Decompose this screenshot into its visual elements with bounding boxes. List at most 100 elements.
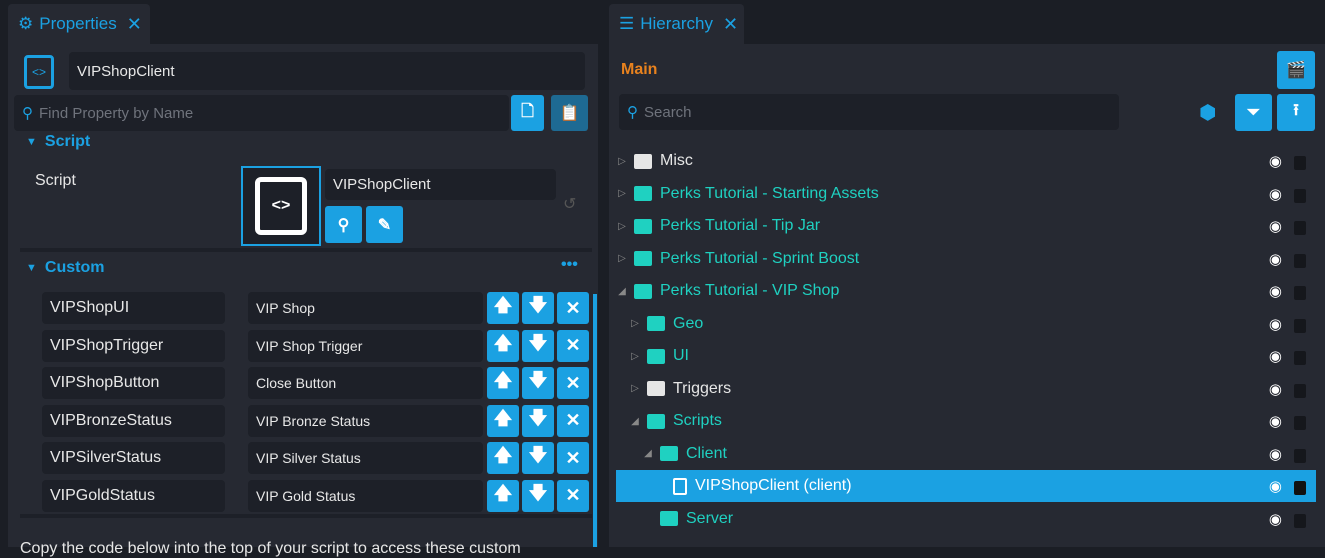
hierarchy-item[interactable]: ◢ Perks Tutorial - VIP Shop ◉ bbox=[616, 275, 1316, 307]
property-name[interactable]: VIPShopUI bbox=[42, 292, 225, 324]
lock-icon[interactable] bbox=[1294, 156, 1306, 170]
filter-button[interactable]: ⏷ bbox=[1235, 94, 1272, 131]
property-value[interactable]: VIP Shop bbox=[248, 292, 483, 324]
item-label: Geo bbox=[673, 314, 704, 332]
visibility-eye-icon[interactable]: ◉ bbox=[1268, 478, 1282, 495]
lock-icon[interactable] bbox=[1294, 448, 1306, 463]
expand-icon[interactable]: ▷ bbox=[618, 220, 626, 232]
move-up-button[interactable]: 🡅 bbox=[487, 292, 519, 324]
edit-script-button[interactable]: ✎ bbox=[366, 206, 403, 243]
copy-button[interactable]: 🗋 bbox=[511, 95, 544, 131]
collapse-icon[interactable]: ◢ bbox=[644, 448, 652, 459]
lock-icon[interactable] bbox=[1294, 253, 1306, 268]
expand-icon[interactable]: ▷ bbox=[631, 350, 639, 362]
lock-icon[interactable] bbox=[1294, 351, 1306, 365]
move-up-button[interactable]: 🡅 bbox=[487, 479, 519, 512]
reset-icon[interactable]: ↺ bbox=[563, 196, 577, 213]
visibility-eye-icon[interactable]: ◉ bbox=[1268, 315, 1282, 333]
move-down-button[interactable]: 🡇 bbox=[522, 442, 554, 474]
remove-button[interactable]: ✕ bbox=[557, 442, 589, 474]
hierarchy-item[interactable]: VIPShopClient (client) ◉ bbox=[616, 470, 1316, 502]
visibility-eye-icon[interactable]: ◉ bbox=[1268, 348, 1282, 365]
move-up-button[interactable]: 🡅 bbox=[487, 442, 519, 474]
remove-button[interactable]: ✕ bbox=[557, 404, 589, 437]
hierarchy-item[interactable]: ▷ UI ◉ bbox=[616, 340, 1316, 372]
lock-icon[interactable] bbox=[1294, 481, 1306, 495]
move-up-button[interactable]: 🡅 bbox=[487, 329, 519, 362]
remove-button[interactable]: ✕ bbox=[557, 367, 589, 399]
visibility-eye-icon[interactable]: ◉ bbox=[1268, 510, 1282, 528]
hierarchy-item[interactable]: ▷ Perks Tutorial - Sprint Boost ◉ bbox=[616, 243, 1316, 275]
remove-button[interactable]: ✕ bbox=[557, 292, 589, 324]
script-value[interactable]: VIPShopClient bbox=[325, 169, 556, 200]
property-name[interactable]: VIPSilverStatus bbox=[42, 442, 225, 474]
remove-button[interactable]: ✕ bbox=[557, 329, 589, 362]
section-custom[interactable]: ▼ Custom bbox=[26, 259, 104, 277]
visibility-eye-icon[interactable]: ◉ bbox=[1268, 445, 1282, 463]
section-script[interactable]: ▼ Script bbox=[26, 133, 90, 151]
lock-icon[interactable] bbox=[1294, 383, 1306, 398]
property-value[interactable]: VIP Shop Trigger bbox=[248, 329, 483, 362]
property-name[interactable]: VIPBronzeStatus bbox=[42, 404, 225, 437]
lock-icon[interactable] bbox=[1294, 318, 1306, 333]
object-name-input[interactable]: VIPShopClient bbox=[69, 52, 585, 90]
hierarchy-item[interactable]: ▷ Triggers ◉ bbox=[616, 373, 1316, 405]
visibility-eye-icon[interactable]: ◉ bbox=[1268, 380, 1282, 398]
property-value[interactable]: VIP Gold Status bbox=[248, 479, 483, 512]
collapse-icon[interactable]: ◢ bbox=[618, 285, 626, 297]
collapse-icon[interactable]: ◢ bbox=[631, 415, 639, 427]
properties-panel: <> VIPShopClient ⚲ Find Property by Name … bbox=[8, 44, 598, 557]
hierarchy-item[interactable]: ◢ Client ◉ bbox=[616, 438, 1316, 470]
property-name[interactable]: VIPGoldStatus bbox=[42, 479, 225, 512]
lock-icon[interactable] bbox=[1294, 416, 1306, 430]
property-search[interactable]: ⚲ Find Property by Name bbox=[14, 95, 509, 131]
visibility-eye-icon[interactable]: ◉ bbox=[1268, 283, 1282, 300]
property-value[interactable]: VIP Silver Status bbox=[248, 442, 483, 474]
script-thumbnail[interactable]: <> bbox=[241, 166, 321, 246]
expand-icon[interactable]: ▷ bbox=[618, 188, 626, 199]
expand-icon[interactable]: ▷ bbox=[618, 155, 626, 167]
hierarchy-item[interactable]: ▷ Geo ◉ bbox=[616, 308, 1316, 340]
property-value[interactable]: Close Button bbox=[248, 367, 483, 399]
lock-icon[interactable] bbox=[1294, 513, 1306, 528]
property-name[interactable]: VIPShopTrigger bbox=[42, 329, 225, 362]
remove-button[interactable]: ✕ bbox=[557, 479, 589, 512]
visibility-eye-icon[interactable]: ◉ bbox=[1268, 185, 1282, 203]
object-filter-icon[interactable]: ⬢ bbox=[1199, 102, 1217, 124]
move-down-button[interactable]: 🡇 bbox=[522, 292, 554, 324]
tab-properties[interactable]: ⚙ Properties ✕ bbox=[8, 4, 150, 44]
tab-hierarchy[interactable]: ☰ Hierarchy ✕ bbox=[609, 4, 744, 44]
visibility-eye-icon[interactable]: ◉ bbox=[1268, 413, 1282, 430]
scene-settings-button[interactable]: 🎬 bbox=[1277, 51, 1315, 89]
move-down-button[interactable]: 🡇 bbox=[522, 367, 554, 399]
move-up-button[interactable]: 🡅 bbox=[487, 404, 519, 437]
move-down-button[interactable]: 🡇 bbox=[522, 479, 554, 512]
upload-button[interactable]: ⭱ bbox=[1277, 94, 1315, 131]
hierarchy-item[interactable]: ◢ Scripts ◉ bbox=[616, 405, 1316, 437]
lock-icon[interactable] bbox=[1294, 188, 1306, 203]
expand-icon[interactable]: ▷ bbox=[631, 318, 639, 329]
visibility-eye-icon[interactable]: ◉ bbox=[1268, 218, 1282, 235]
visibility-eye-icon[interactable]: ◉ bbox=[1268, 153, 1282, 170]
close-icon[interactable]: ✕ bbox=[723, 13, 739, 34]
scrollbar[interactable] bbox=[593, 294, 597, 547]
move-down-button[interactable]: 🡇 bbox=[522, 329, 554, 362]
property-name[interactable]: VIPShopButton bbox=[42, 367, 225, 399]
expand-icon[interactable]: ▷ bbox=[618, 253, 626, 264]
more-options-icon[interactable]: ••• bbox=[561, 256, 578, 273]
hierarchy-item[interactable]: ▷ Perks Tutorial - Tip Jar ◉ bbox=[616, 210, 1316, 242]
hierarchy-item[interactable]: ▷ Misc ◉ bbox=[616, 145, 1316, 177]
close-icon[interactable]: ✕ bbox=[126, 13, 142, 34]
hierarchy-item[interactable]: ▷ Perks Tutorial - Starting Assets ◉ bbox=[616, 178, 1316, 210]
hierarchy-search[interactable]: ⚲ Search bbox=[619, 94, 1119, 130]
lock-icon[interactable] bbox=[1294, 221, 1306, 235]
lock-icon[interactable] bbox=[1294, 286, 1306, 300]
property-value[interactable]: VIP Bronze Status bbox=[248, 404, 483, 437]
locate-script-button[interactable]: ⚲ bbox=[325, 206, 362, 243]
move-down-button[interactable]: 🡇 bbox=[522, 404, 554, 437]
visibility-eye-icon[interactable]: ◉ bbox=[1268, 250, 1282, 268]
paste-button[interactable]: 📋 bbox=[551, 95, 588, 131]
expand-icon[interactable]: ▷ bbox=[631, 383, 639, 394]
move-up-button[interactable]: 🡅 bbox=[487, 367, 519, 399]
hierarchy-item[interactable]: Server ◉ bbox=[616, 503, 1316, 535]
